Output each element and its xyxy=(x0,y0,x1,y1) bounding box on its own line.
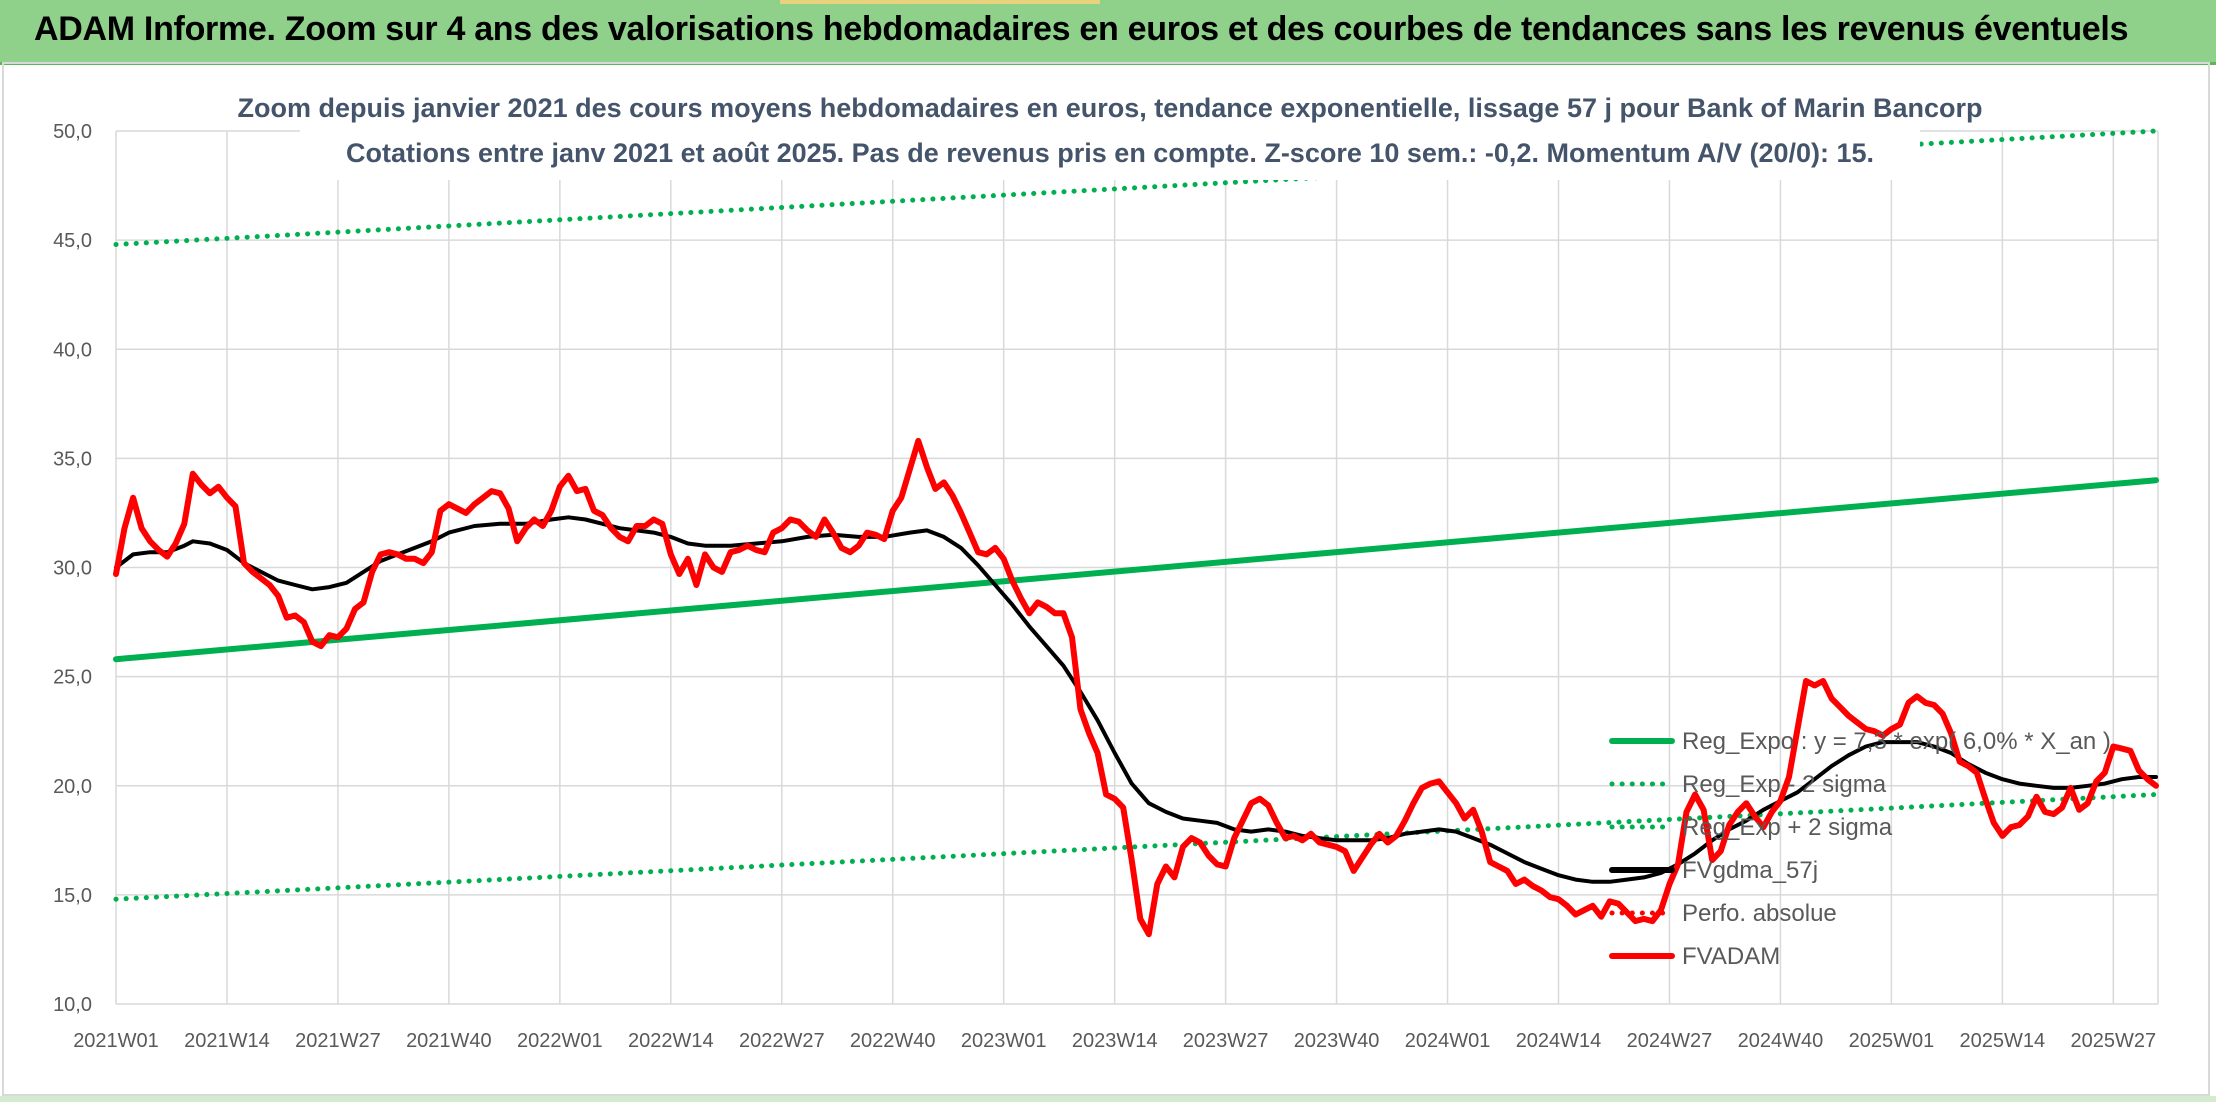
series-layer xyxy=(113,128,2159,938)
chart-title-block: Zoom depuis janvier 2021 des cours moyen… xyxy=(237,84,1983,180)
x-tick-label: 2022W27 xyxy=(739,1030,825,1052)
x-tick-label: 2024W27 xyxy=(1627,1030,1713,1052)
x-tick-label: 2021W01 xyxy=(73,1030,159,1052)
legend-label: Reg_Expo : y = 7,3 * exp( 6,0% * X_an ) xyxy=(1682,728,2111,755)
y-tick-label: 15,0 xyxy=(53,885,92,907)
chart-border xyxy=(2,62,2210,1096)
x-tick-label: 2024W40 xyxy=(1738,1030,1824,1052)
x-tick-label: 2025W27 xyxy=(2071,1030,2157,1052)
legend-label: Reg_Exp - 2 sigma xyxy=(1682,771,1887,798)
banner-title: ADAM Informe. Zoom sur 4 ans des valoris… xyxy=(34,10,2129,48)
legend-label: FVgdma_57j xyxy=(1682,857,1818,884)
x-tick-label: 2024W14 xyxy=(1516,1030,1602,1052)
x-tick-label: 2023W27 xyxy=(1183,1030,1269,1052)
legend-label: FVADAM xyxy=(1682,943,1780,970)
y-tick-label: 40,0 xyxy=(53,339,92,361)
x-tick-label: 2023W01 xyxy=(961,1030,1047,1052)
x-tick-label: 2023W40 xyxy=(1294,1030,1380,1052)
x-tick-label: 2022W01 xyxy=(517,1030,603,1052)
series-line-reg-exp-2-sigma xyxy=(113,792,2159,902)
x-tick-label: 2021W27 xyxy=(295,1030,381,1052)
header-banner: ADAM Informe. Zoom sur 4 ans des valoris… xyxy=(0,0,2216,65)
series-line-fvadam xyxy=(113,437,2159,938)
y-tick-label: 45,0 xyxy=(53,230,92,252)
y-tick-label: 20,0 xyxy=(53,776,92,798)
y-tick-label: 10,0 xyxy=(53,994,92,1016)
series-line-reg-exp-2-sigma xyxy=(113,128,2159,247)
x-tick-label: 2021W40 xyxy=(406,1030,492,1052)
x-tick-label: 2025W01 xyxy=(1849,1030,1935,1052)
x-tick-label: 2022W40 xyxy=(850,1030,936,1052)
chart-title-background xyxy=(300,84,1920,180)
y-tick-label: 35,0 xyxy=(53,448,92,470)
x-tick-label: 2023W14 xyxy=(1072,1030,1158,1052)
bottom-strip xyxy=(0,1096,2216,1102)
x-tick-label: 2024W01 xyxy=(1405,1030,1491,1052)
y-tick-label: 30,0 xyxy=(53,558,92,580)
y-tick-label: 50,0 xyxy=(53,121,92,143)
banner-accent xyxy=(780,0,1100,4)
y-axis-ticks: 10,0 15,0 20,0 25,0 30,0 35,0 40,0 45,0 50,0 xyxy=(53,121,92,1016)
x-tick-label: 2025W14 xyxy=(1960,1030,2046,1052)
legend: Reg_Expo : y = 7,3 * exp( 6,0% * X_an ) R… xyxy=(1609,728,2111,970)
x-tick-label: 2021W14 xyxy=(184,1030,270,1052)
series-line-reg-expo-y-7-3-exp-6-0-x-an xyxy=(113,477,2159,663)
legend-label: Reg_Exp + 2 sigma xyxy=(1682,814,1893,841)
x-axis-ticks: 2021W01 2021W14 2021W27 2021W40 2022W01 2022W… xyxy=(73,1030,2156,1052)
chart-title-line1: Zoom depuis janvier 2021 des cours moyen… xyxy=(237,93,1982,123)
x-tick-label: 2022W14 xyxy=(628,1030,714,1052)
y-tick-label: 25,0 xyxy=(53,667,92,689)
chart-title-line2: Cotations entre janv 2021 et août 2025. … xyxy=(346,138,1874,168)
legend-label: Perfo. absolue xyxy=(1682,900,1837,927)
